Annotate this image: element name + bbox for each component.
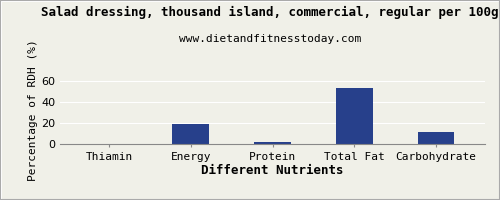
Text: www.dietandfitnesstoday.com: www.dietandfitnesstoday.com	[179, 34, 361, 44]
Y-axis label: Percentage of RDH (%): Percentage of RDH (%)	[28, 39, 38, 181]
Text: Salad dressing, thousand island, commercial, regular per 100g: Salad dressing, thousand island, commerc…	[41, 6, 499, 19]
Bar	[254, 142, 291, 144]
Bar	[336, 88, 372, 144]
X-axis label: Different Nutrients: Different Nutrients	[201, 164, 344, 177]
Bar	[172, 124, 209, 144]
Bar	[418, 132, 455, 144]
